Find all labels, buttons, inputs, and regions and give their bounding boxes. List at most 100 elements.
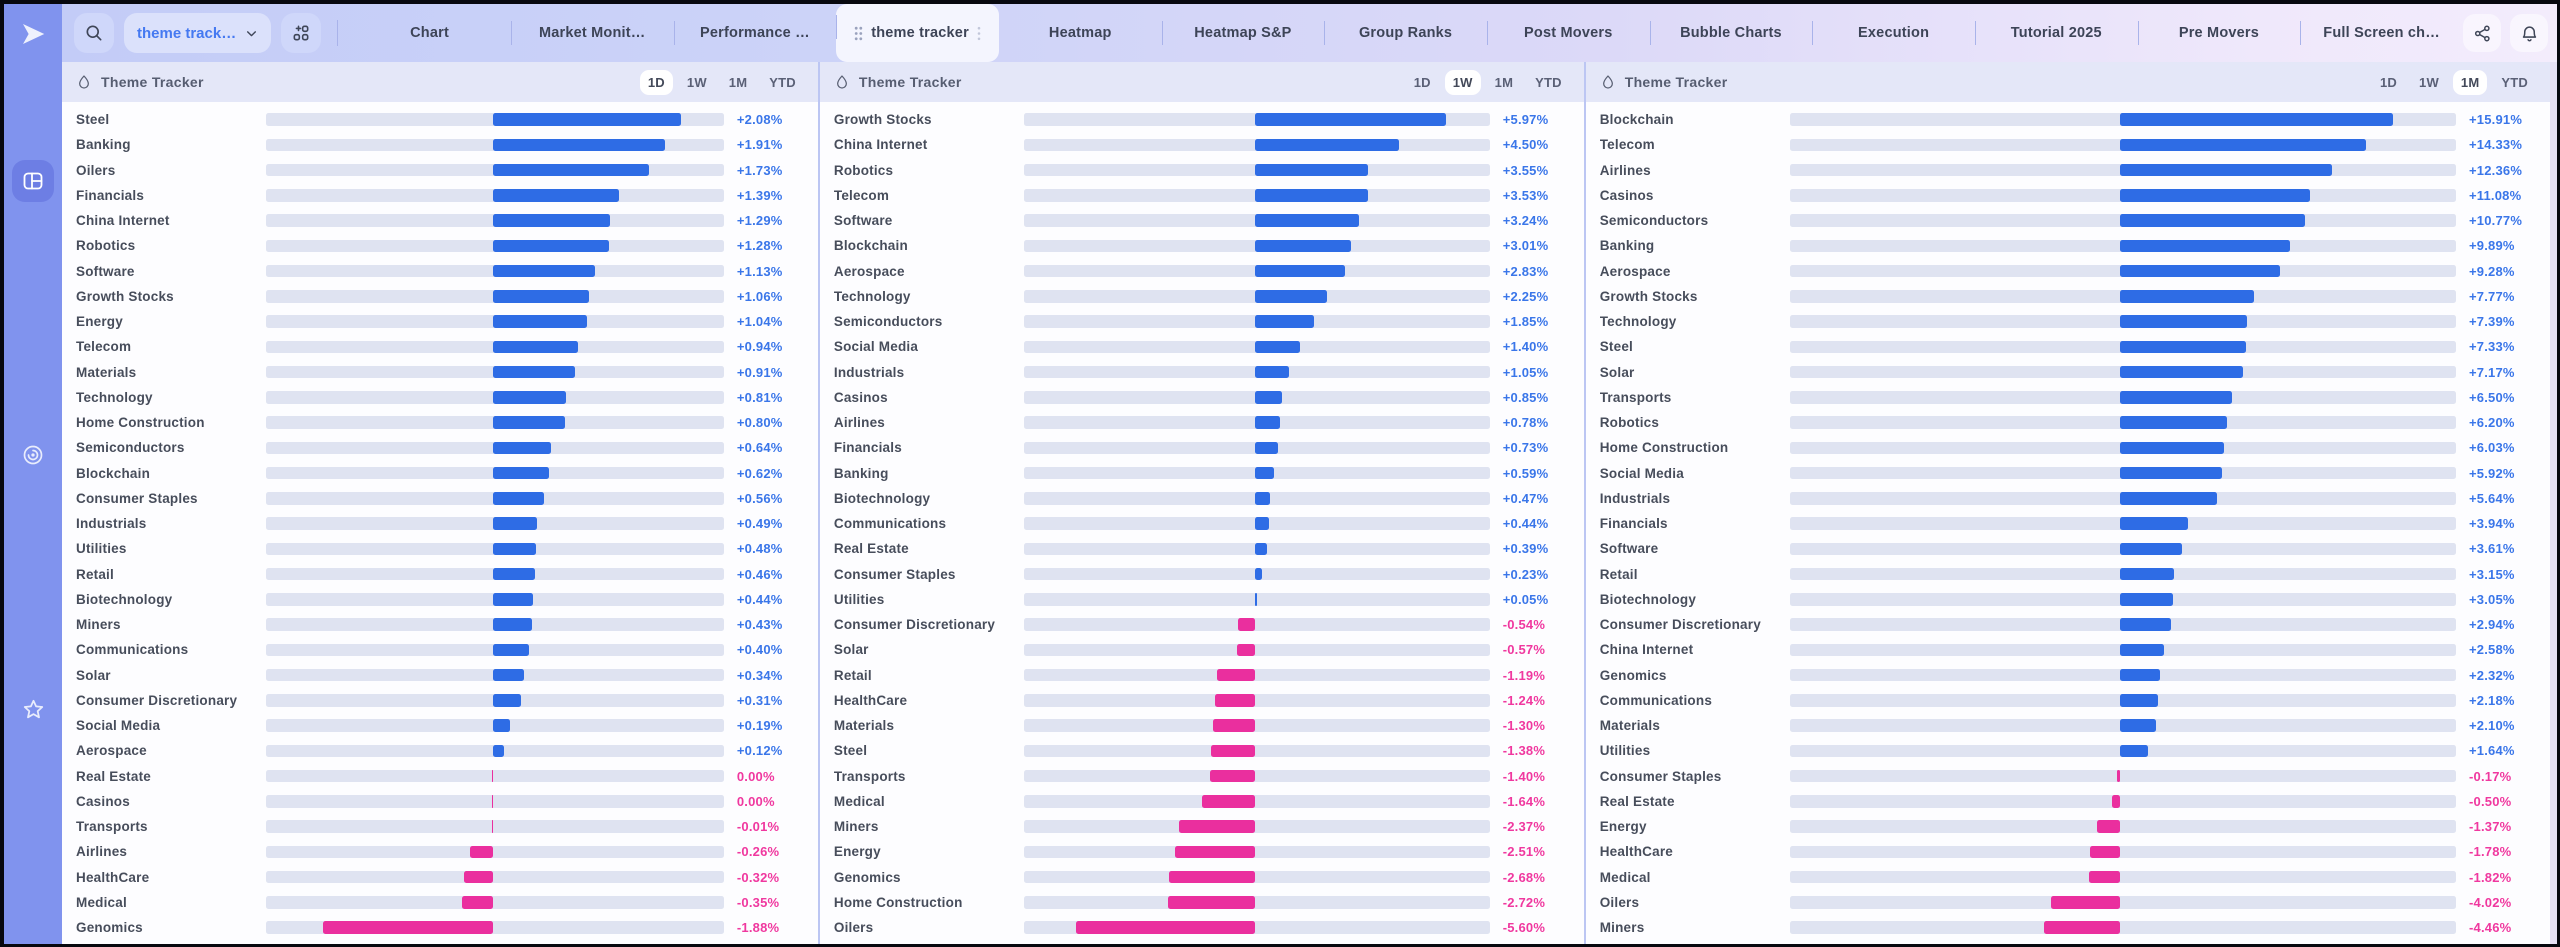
theme-row[interactable]: Utilities +0.05% xyxy=(834,587,1576,612)
range-button[interactable]: 1W xyxy=(1444,69,1481,95)
theme-row[interactable]: Medical -1.82% xyxy=(1600,865,2542,890)
theme-row[interactable]: Transports +6.50% xyxy=(1600,385,2542,410)
theme-row[interactable]: Biotechnology +3.05% xyxy=(1600,587,2542,612)
theme-row[interactable]: Software +3.61% xyxy=(1600,536,2542,561)
theme-row[interactable]: Materials -1.30% xyxy=(834,713,1576,738)
theme-row[interactable]: Steel -1.38% xyxy=(834,738,1576,763)
theme-row[interactable]: Growth Stocks +5.97% xyxy=(834,107,1576,132)
theme-row[interactable]: Communications +0.40% xyxy=(76,637,810,662)
theme-row[interactable]: Consumer Staples +0.56% xyxy=(76,486,810,511)
theme-row[interactable]: Solar +0.34% xyxy=(76,663,810,688)
drag-handle-icon[interactable] xyxy=(977,26,981,41)
add-widget-button[interactable] xyxy=(281,13,322,53)
theme-row[interactable]: Biotechnology +0.47% xyxy=(834,486,1576,511)
theme-row[interactable]: Oilers -4.02% xyxy=(1600,890,2542,915)
theme-row[interactable]: Robotics +6.20% xyxy=(1600,410,2542,435)
theme-row[interactable]: Miners -2.37% xyxy=(834,814,1576,839)
theme-row[interactable]: Energy +1.04% xyxy=(76,309,810,334)
drag-handle-icon[interactable] xyxy=(854,26,863,41)
theme-row[interactable]: Materials +2.10% xyxy=(1600,713,2542,738)
theme-row[interactable]: Solar +7.17% xyxy=(1600,360,2542,385)
theme-row[interactable]: Real Estate +0.39% xyxy=(834,536,1576,561)
theme-row[interactable]: Consumer Discretionary +0.31% xyxy=(76,688,810,713)
theme-row[interactable]: Consumer Staples +0.23% xyxy=(834,562,1576,587)
theme-row[interactable]: Aerospace +9.28% xyxy=(1600,259,2542,284)
theme-row[interactable]: Financials +0.73% xyxy=(834,435,1576,460)
theme-row[interactable]: Airlines +0.78% xyxy=(834,410,1576,435)
theme-row[interactable]: Aerospace +2.83% xyxy=(834,259,1576,284)
theme-row[interactable]: Transports -1.40% xyxy=(834,764,1576,789)
theme-row[interactable]: Home Construction -2.72% xyxy=(834,890,1576,915)
theme-row[interactable]: Blockchain +15.91% xyxy=(1600,107,2542,132)
tab[interactable]: Bubble Charts xyxy=(1649,10,1813,56)
theme-row[interactable]: Home Construction +0.80% xyxy=(76,410,810,435)
theme-row[interactable]: Real Estate 0.00% xyxy=(76,764,810,789)
range-button[interactable]: YTD xyxy=(761,70,804,95)
theme-row[interactable]: Energy -2.51% xyxy=(834,839,1576,864)
tab[interactable]: Pre Movers xyxy=(2137,10,2301,56)
search-button[interactable] xyxy=(74,13,114,53)
scrollbar[interactable] xyxy=(2550,62,2557,944)
theme-row[interactable]: Solar -0.57% xyxy=(834,637,1576,662)
theme-row[interactable]: Consumer Discretionary +2.94% xyxy=(1600,612,2542,637)
range-button[interactable]: YTD xyxy=(2493,70,2536,95)
theme-row[interactable]: Airlines -0.26% xyxy=(76,839,810,864)
theme-row[interactable]: Aerospace +0.12% xyxy=(76,738,810,763)
theme-row[interactable]: Real Estate -0.50% xyxy=(1600,789,2542,814)
tab-active[interactable]: theme tracker xyxy=(836,4,999,62)
theme-row[interactable]: Medical -1.64% xyxy=(834,789,1576,814)
tab[interactable]: Chart xyxy=(348,10,511,56)
theme-row[interactable]: Financials +3.94% xyxy=(1600,511,2542,536)
range-button[interactable]: 1M xyxy=(2452,69,2488,95)
sidebar-item-tracker[interactable] xyxy=(12,434,54,476)
theme-row[interactable]: Utilities +1.64% xyxy=(1600,738,2542,763)
theme-row[interactable]: Retail +0.46% xyxy=(76,562,810,587)
theme-row[interactable]: Steel +7.33% xyxy=(1600,334,2542,359)
tab[interactable]: Performance … xyxy=(673,10,837,56)
notifications-button[interactable] xyxy=(2510,14,2548,52)
theme-row[interactable]: Energy -1.37% xyxy=(1600,814,2542,839)
theme-row[interactable]: Banking +9.89% xyxy=(1600,233,2542,258)
theme-row[interactable]: Communications +0.44% xyxy=(834,511,1576,536)
theme-row[interactable]: Telecom +0.94% xyxy=(76,334,810,359)
range-button[interactable]: 1D xyxy=(2372,70,2405,95)
theme-row[interactable]: Airlines +12.36% xyxy=(1600,158,2542,183)
theme-row[interactable]: Casinos 0.00% xyxy=(76,789,810,814)
theme-row[interactable]: China Internet +2.58% xyxy=(1600,637,2542,662)
tab[interactable]: Full Screen ch… xyxy=(2300,10,2463,56)
tab[interactable]: Group Ranks xyxy=(1324,10,1487,56)
theme-row[interactable]: Software +1.13% xyxy=(76,259,810,284)
range-button[interactable]: 1W xyxy=(679,70,715,95)
theme-row[interactable]: Retail +3.15% xyxy=(1600,562,2542,587)
theme-row[interactable]: Blockchain +0.62% xyxy=(76,461,810,486)
theme-row[interactable]: Medical -0.35% xyxy=(76,890,810,915)
range-button[interactable]: 1D xyxy=(639,69,673,95)
tab[interactable]: Heatmap xyxy=(999,10,1162,56)
theme-row[interactable]: HealthCare -0.32% xyxy=(76,865,810,890)
theme-row[interactable]: Casinos +11.08% xyxy=(1600,183,2542,208)
theme-row[interactable]: Semiconductors +10.77% xyxy=(1600,208,2542,233)
range-button[interactable]: 1M xyxy=(721,70,755,95)
share-button[interactable] xyxy=(2463,14,2501,52)
theme-row[interactable]: Miners -4.46% xyxy=(1600,915,2542,940)
theme-row[interactable]: Oilers +1.73% xyxy=(76,158,810,183)
theme-row[interactable]: Genomics +2.32% xyxy=(1600,663,2542,688)
theme-row[interactable]: Utilities +0.48% xyxy=(76,536,810,561)
tab[interactable]: Post Movers xyxy=(1486,10,1650,56)
theme-row[interactable]: Communications +2.18% xyxy=(1600,688,2542,713)
theme-row[interactable]: Industrials +1.05% xyxy=(834,360,1576,385)
theme-row[interactable]: Technology +7.39% xyxy=(1600,309,2542,334)
theme-row[interactable]: Technology +2.25% xyxy=(834,284,1576,309)
tab[interactable]: Heatmap S&P xyxy=(1161,10,1325,56)
theme-row[interactable]: Consumer Staples -0.17% xyxy=(1600,764,2542,789)
theme-row[interactable]: Miners +0.43% xyxy=(76,612,810,637)
tab[interactable]: Market Monit… xyxy=(510,10,674,56)
range-button[interactable]: 1M xyxy=(1487,70,1521,95)
theme-row[interactable]: Industrials +5.64% xyxy=(1600,486,2542,511)
tab[interactable]: Tutorial 2025 xyxy=(1974,10,2138,56)
theme-row[interactable]: Home Construction +6.03% xyxy=(1600,435,2542,460)
theme-row[interactable]: Software +3.24% xyxy=(834,208,1576,233)
theme-row[interactable]: Banking +1.91% xyxy=(76,132,810,157)
theme-row[interactable]: Technology +0.81% xyxy=(76,385,810,410)
theme-row[interactable]: HealthCare -1.24% xyxy=(834,688,1576,713)
